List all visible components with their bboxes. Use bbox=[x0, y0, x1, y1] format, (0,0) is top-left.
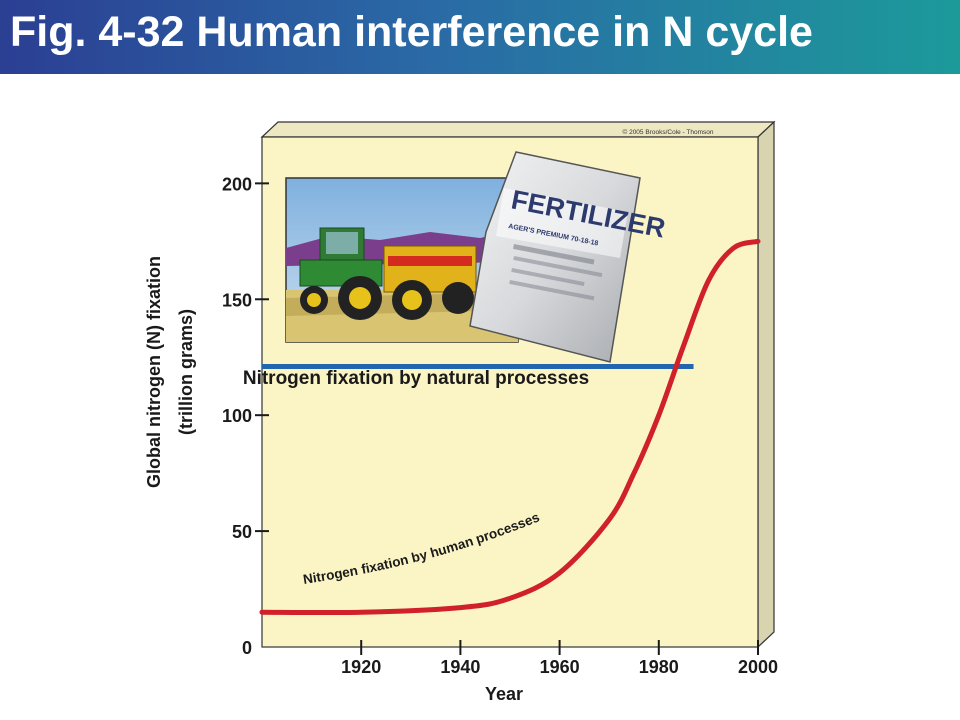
y-tick-label: 0 bbox=[242, 638, 252, 658]
natural-series-label: Nitrogen fixation by natural processes bbox=[243, 368, 589, 389]
x-tick-label: 1920 bbox=[341, 657, 381, 677]
y-tick-label: 100 bbox=[222, 406, 252, 426]
y-tick-label: 150 bbox=[222, 290, 252, 310]
x-tick-label: 1980 bbox=[639, 657, 679, 677]
tractor-photo bbox=[285, 177, 519, 343]
x-axis: 1920 1940 1960 1980 2000 bbox=[341, 640, 778, 677]
copyright-notice: © 2005 Brooks/Cole - Thomson bbox=[622, 128, 713, 136]
fertilizer-bag: FERTILIZER AGER'S PREMIUM 70-18-18 bbox=[469, 151, 668, 363]
x-axis-title: Year bbox=[485, 684, 523, 704]
title-bar: Fig. 4-32 Human interference in N cycle bbox=[0, 0, 960, 74]
x-tick-label: 1960 bbox=[540, 657, 580, 677]
y-axis-title-line-2: (trillion grams) bbox=[176, 309, 196, 435]
x-tick-label: 1940 bbox=[440, 657, 480, 677]
y-tick-label: 200 bbox=[222, 174, 252, 194]
y-axis: 0 50 100 150 200 bbox=[222, 174, 269, 658]
y-tick-label: 50 bbox=[232, 522, 252, 542]
human-processes-curve bbox=[259, 238, 761, 616]
y-axis-title-line-1: Global nitrogen (N) fixation bbox=[144, 256, 164, 488]
slide-title: Fig. 4-32 Human interference in N cycle bbox=[10, 8, 813, 56]
x-tick-label: 2000 bbox=[738, 657, 778, 677]
series-layer bbox=[259, 238, 761, 616]
panel-side-edge bbox=[757, 120, 775, 649]
